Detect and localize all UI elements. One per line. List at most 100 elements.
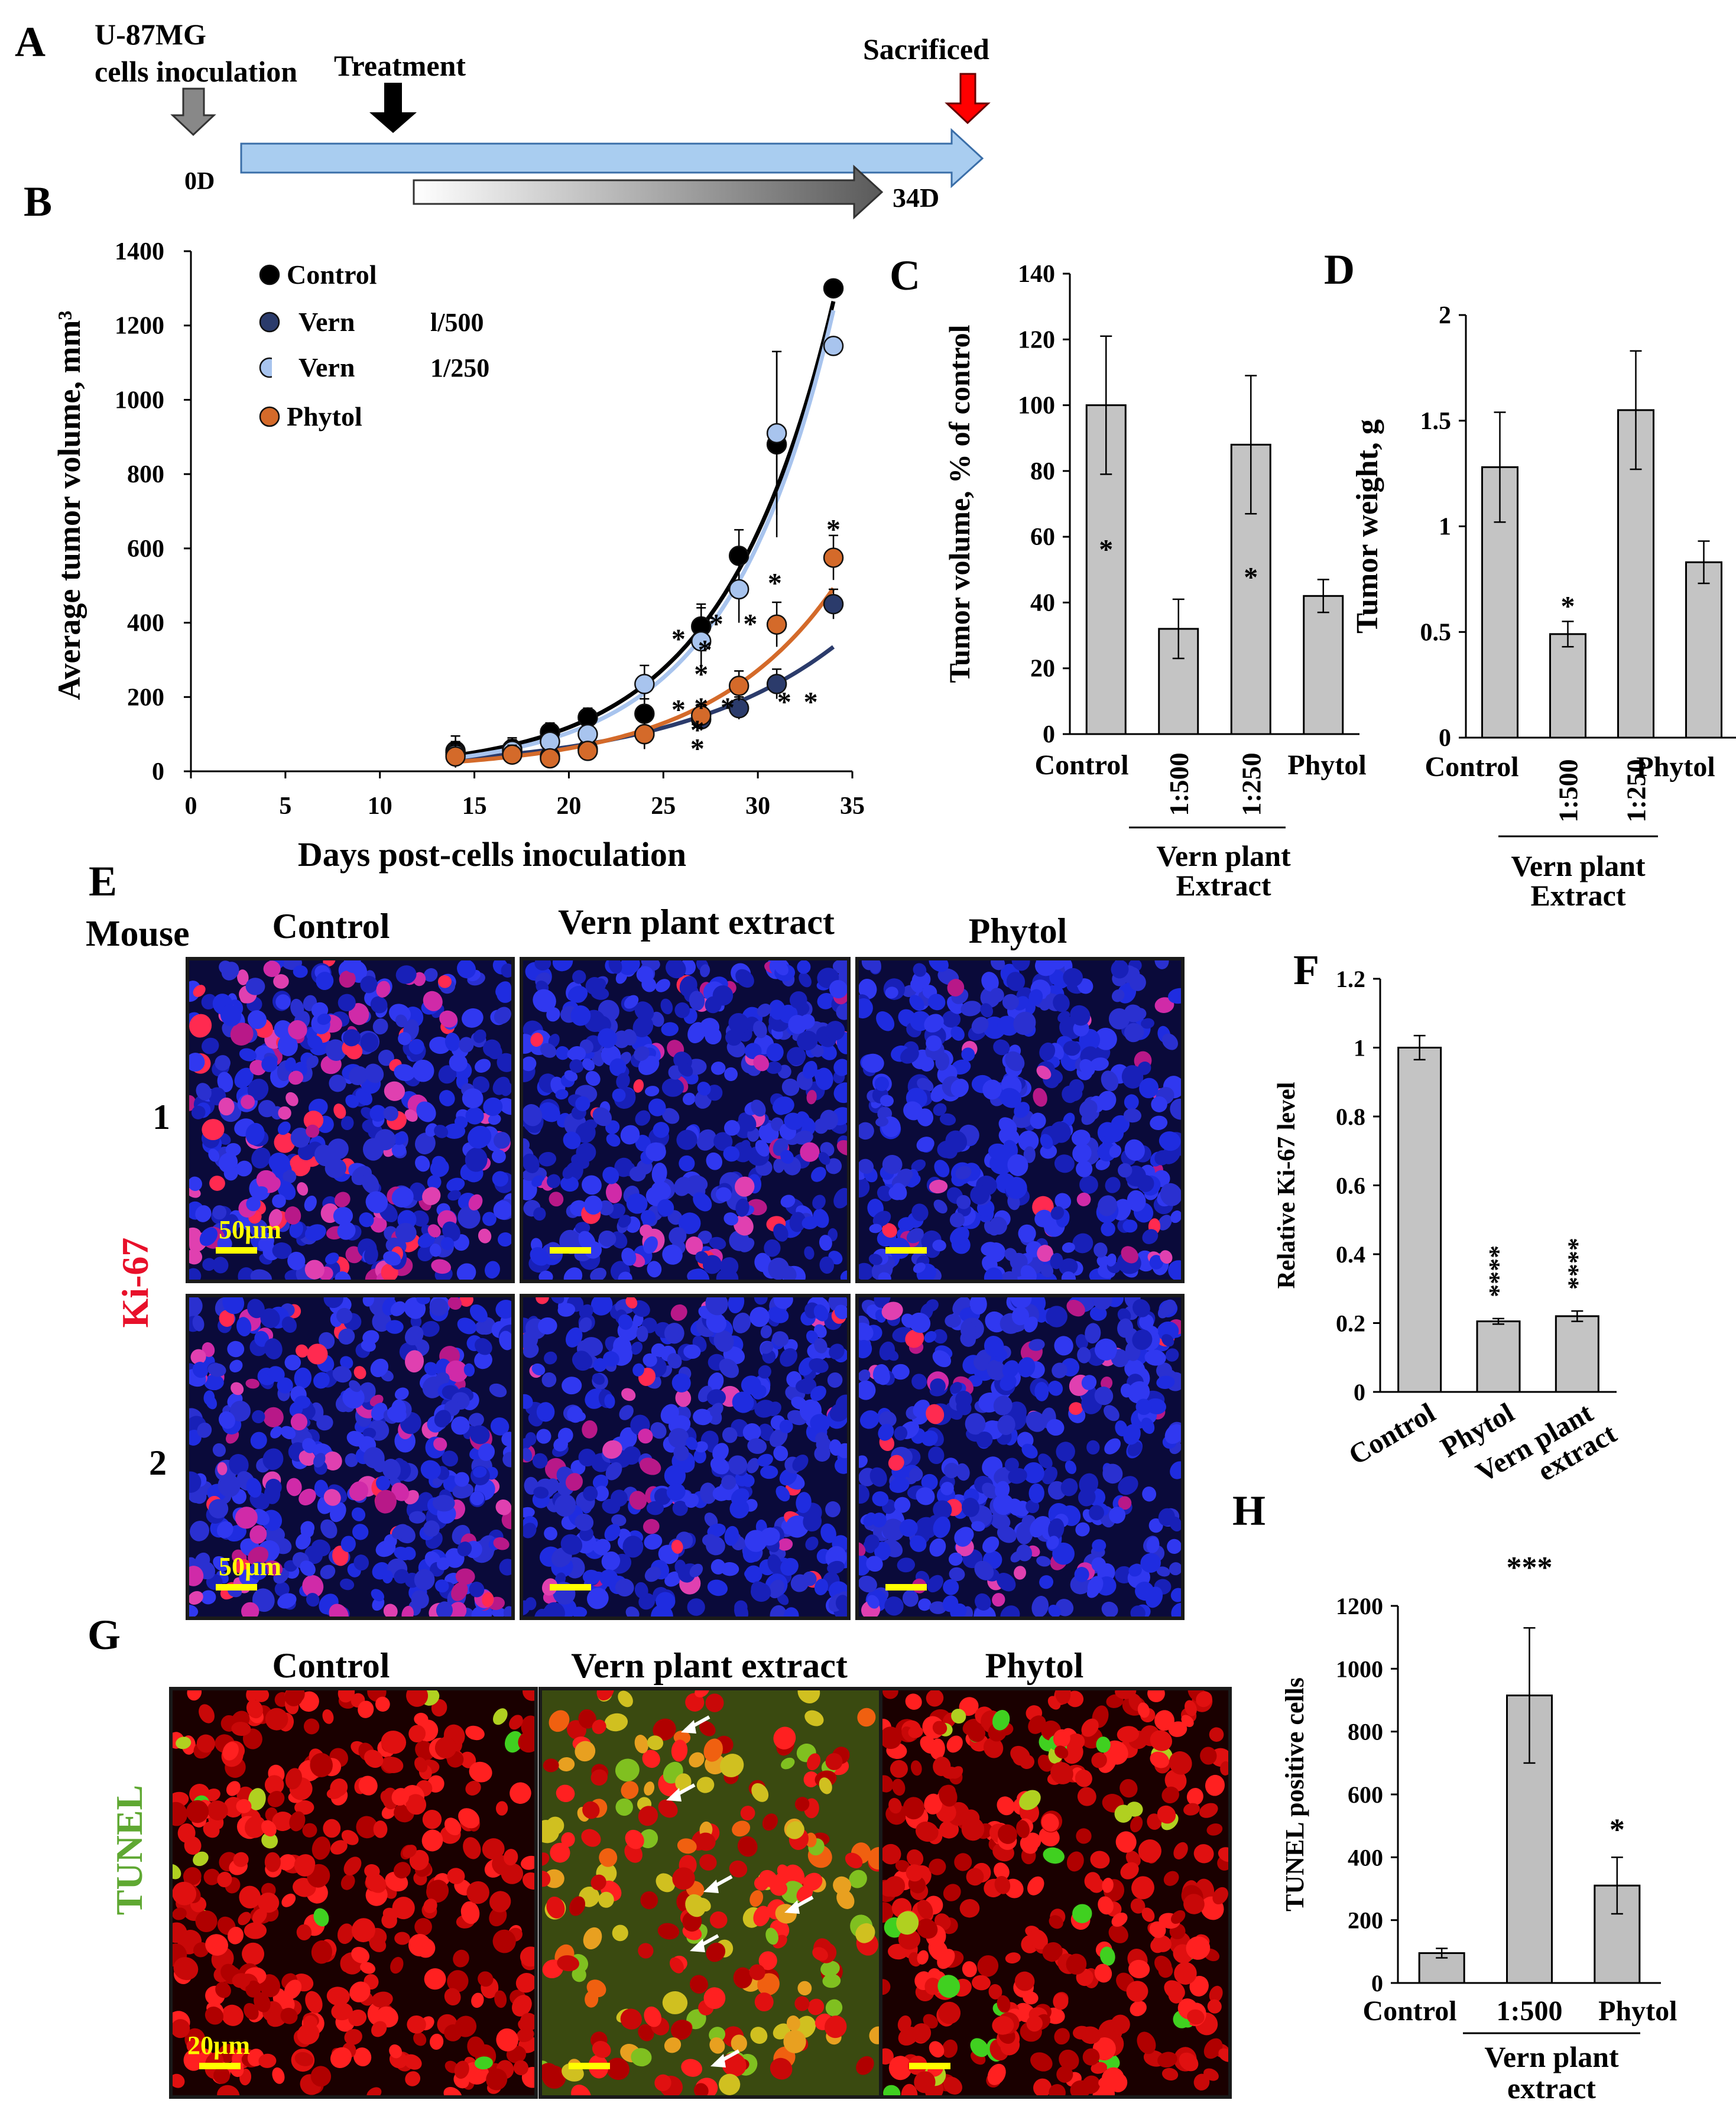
nucleus xyxy=(1091,1752,1107,1768)
nucleus xyxy=(1131,1876,1154,1900)
nucleus xyxy=(1066,1851,1084,1872)
nucleus xyxy=(950,1026,965,1041)
b-data-point xyxy=(502,744,523,765)
nucleus xyxy=(458,2018,475,2036)
e-row-2: 2 xyxy=(149,1443,167,1482)
b-data-point xyxy=(728,579,749,600)
nucleus xyxy=(565,1473,583,1491)
nucleus xyxy=(820,1109,838,1130)
nucleus xyxy=(498,1098,511,1115)
b-significance-star: * xyxy=(694,659,708,690)
nucleus xyxy=(575,1513,594,1531)
nucleus xyxy=(881,1301,903,1320)
nucleus xyxy=(423,968,438,982)
nucleus xyxy=(932,1721,948,1735)
nucleus xyxy=(1023,1462,1044,1484)
nucleus xyxy=(646,1501,664,1515)
nucleus xyxy=(449,1054,468,1072)
nucleus xyxy=(705,1297,728,1316)
nucleus xyxy=(1157,1305,1170,1319)
nucleus xyxy=(1104,1405,1120,1421)
chartD-y-tick-label: 2 xyxy=(1439,302,1451,329)
nucleus xyxy=(667,1353,682,1369)
nucleus xyxy=(383,1604,398,1617)
nucleus xyxy=(1053,1729,1070,1748)
nucleus xyxy=(1157,2052,1177,2068)
nucleus xyxy=(719,1358,739,1378)
nucleus xyxy=(483,1039,501,1057)
nucleus xyxy=(929,1538,946,1557)
ki67-image-r1-c2-nuclei xyxy=(523,960,847,1280)
nucleus xyxy=(496,2028,518,2052)
nucleus xyxy=(432,1495,455,1512)
nucleus xyxy=(751,1783,769,1802)
nucleus xyxy=(975,1593,991,1611)
nucleus xyxy=(375,1489,397,1514)
nucleus xyxy=(899,1519,918,1537)
nucleus xyxy=(567,1406,583,1423)
nucleus xyxy=(797,960,811,974)
nucleus xyxy=(906,1864,923,1882)
nucleus xyxy=(998,1117,1017,1135)
nucleus xyxy=(598,1028,618,1049)
nucleus xyxy=(905,1693,922,1710)
nucleus xyxy=(582,1801,600,1819)
nucleus xyxy=(414,1757,428,1773)
nucleus xyxy=(475,1338,492,1355)
nucleus xyxy=(1169,1751,1192,1775)
nucleus xyxy=(360,1033,379,1053)
tunel-image-c2 xyxy=(538,1687,882,2099)
nucleus xyxy=(1084,1872,1101,1890)
nucleus xyxy=(820,1961,840,1977)
nucleus xyxy=(1130,1898,1146,1914)
nucleus xyxy=(872,1364,890,1384)
nucleus xyxy=(583,1927,602,1950)
nucleus xyxy=(750,2027,768,2044)
b-data-point xyxy=(823,547,844,568)
nucleus xyxy=(762,1813,778,1831)
nucleus xyxy=(444,2024,462,2041)
nucleus xyxy=(536,1297,549,1304)
nucleus xyxy=(723,1146,740,1162)
nucleus xyxy=(651,1604,673,1617)
b-legend-label: Vern xyxy=(298,307,355,337)
nucleus xyxy=(590,1267,606,1280)
nucleus xyxy=(212,1443,226,1457)
nucleus xyxy=(290,998,304,1018)
nucleus xyxy=(859,998,873,1019)
nucleus xyxy=(258,1238,274,1252)
nucleus xyxy=(391,1524,409,1540)
nucleus xyxy=(1000,1605,1020,1617)
nucleus xyxy=(721,1475,736,1490)
nucleus xyxy=(643,1353,657,1367)
nucleus xyxy=(779,1419,793,1434)
nucleus xyxy=(679,1155,695,1171)
nucleus xyxy=(231,1382,244,1395)
nucleus xyxy=(1161,1033,1178,1050)
nucleus xyxy=(1028,1929,1048,1950)
nucleus xyxy=(572,970,586,984)
b-significance-star: * xyxy=(690,715,705,746)
nucleus xyxy=(1021,1443,1038,1459)
nucleus xyxy=(331,2002,353,2021)
b-legend-dose: l/500 xyxy=(430,308,484,337)
nucleus xyxy=(825,2015,847,2039)
nucleus xyxy=(697,1082,711,1096)
nucleus xyxy=(1004,1458,1019,1472)
nucleus xyxy=(189,1604,199,1617)
nucleus xyxy=(1010,1297,1032,1309)
nucleus xyxy=(735,1176,755,1197)
nucleus xyxy=(1056,1442,1075,1462)
nucleus xyxy=(640,1891,658,1910)
nucleus xyxy=(604,1713,628,1732)
nucleus xyxy=(1168,1260,1181,1280)
nucleus xyxy=(657,1923,680,1940)
nucleus xyxy=(662,1108,680,1124)
nucleus xyxy=(1151,1096,1167,1112)
nucleus xyxy=(482,1212,497,1226)
nucleus xyxy=(569,1896,586,1916)
nucleus xyxy=(197,1422,212,1438)
nucleus xyxy=(1080,2026,1101,2044)
nucleus xyxy=(909,1312,931,1333)
nucleus xyxy=(439,1010,458,1028)
